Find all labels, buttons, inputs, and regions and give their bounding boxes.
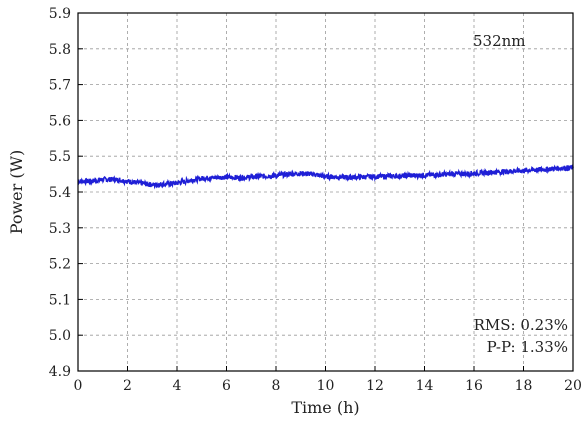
- rms-annotation: RMS: 0.23%: [474, 316, 568, 334]
- x-tick-label: 6: [222, 378, 231, 394]
- x-tick-label: 2: [123, 378, 132, 394]
- x-tick-label: 18: [515, 378, 533, 394]
- y-tick-label: 5.1: [49, 292, 71, 308]
- y-tick-label: 5.3: [49, 221, 71, 237]
- series-line: [77, 164, 574, 190]
- y-axis-label: Power (W): [7, 150, 26, 235]
- x-tick-label: 10: [317, 378, 335, 394]
- series-layer: [77, 164, 574, 190]
- y-tick-label: 5.8: [49, 42, 71, 58]
- y-tick-labels: 4.9 5.0 5.1 5.2 5.3 5.4 5.5 5.6 5.7 5.8 5.9: [49, 6, 71, 380]
- y-tick-label: 5.5: [49, 149, 71, 165]
- x-tick-label: 20: [564, 378, 582, 394]
- pp-annotation: P-P: 1.33%: [487, 338, 568, 356]
- y-tick-label: 5.2: [49, 257, 71, 273]
- y-tick-label: 5.6: [49, 113, 71, 129]
- y-tick-label: 5.7: [49, 78, 71, 94]
- x-tick-label: 16: [465, 378, 483, 394]
- wavelength-annotation: 532nm: [473, 32, 526, 50]
- x-tick-label: 0: [74, 378, 83, 394]
- x-tick-labels: 0 2 4 6 8 10 12 14 16 18 20: [74, 378, 582, 394]
- y-tick-label: 5.9: [49, 6, 71, 22]
- x-tick-label: 8: [272, 378, 281, 394]
- y-tick-label: 5.4: [49, 185, 71, 201]
- y-tick-label: 4.9: [49, 364, 71, 380]
- grid: [78, 13, 573, 371]
- x-tick-label: 14: [416, 378, 434, 394]
- x-axis-label: Time (h): [291, 398, 359, 417]
- y-tick-label: 5.0: [49, 328, 71, 344]
- x-tick-label: 12: [366, 378, 384, 394]
- ticks: [77, 12, 574, 372]
- x-tick-label: 4: [173, 378, 182, 394]
